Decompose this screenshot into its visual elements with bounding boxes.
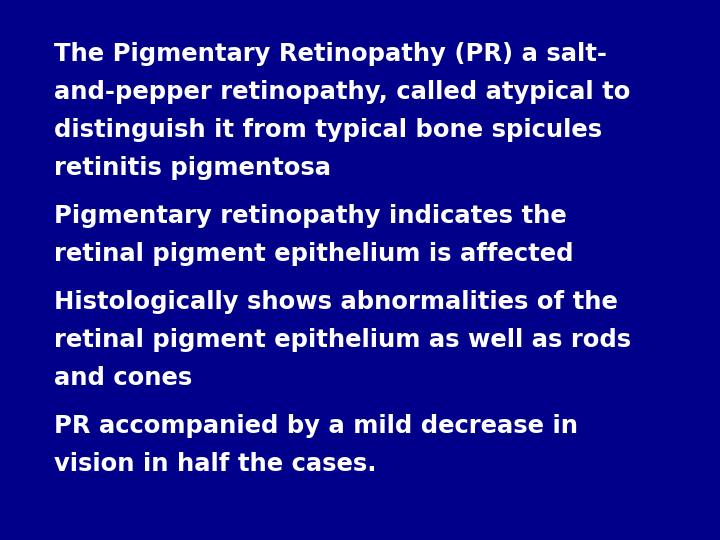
Text: Pigmentary retinopathy indicates the: Pigmentary retinopathy indicates the	[54, 204, 567, 228]
Text: The Pigmentary Retinopathy (PR) a salt-: The Pigmentary Retinopathy (PR) a salt-	[54, 42, 607, 66]
Text: retinitis pigmentosa: retinitis pigmentosa	[54, 156, 331, 180]
Text: retinal pigment epithelium as well as rods: retinal pigment epithelium as well as ro…	[54, 328, 631, 352]
Text: and cones: and cones	[54, 366, 192, 390]
Text: vision in half the cases.: vision in half the cases.	[54, 452, 377, 476]
Text: and-pepper retinopathy, called atypical to: and-pepper retinopathy, called atypical …	[54, 80, 631, 104]
Text: retinal pigment epithelium is affected: retinal pigment epithelium is affected	[54, 242, 574, 266]
Text: distinguish it from typical bone spicules: distinguish it from typical bone spicule…	[54, 118, 602, 142]
Text: PR accompanied by a mild decrease in: PR accompanied by a mild decrease in	[54, 414, 578, 438]
Text: Histologically shows abnormalities of the: Histologically shows abnormalities of th…	[54, 290, 618, 314]
